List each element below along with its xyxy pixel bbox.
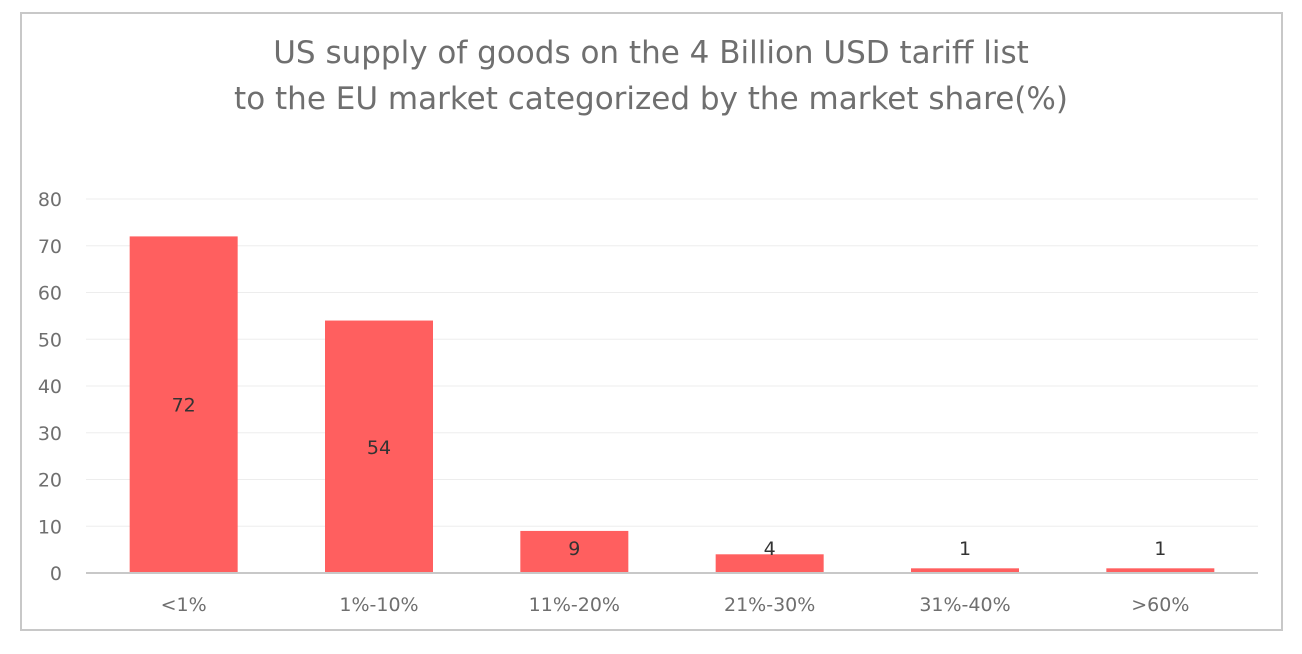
chart-frame — [20, 12, 1283, 631]
y-tick-label: 80 — [38, 189, 62, 211]
y-tick-label: 30 — [38, 423, 62, 445]
bar — [1106, 568, 1215, 573]
data-label: 54 — [367, 437, 391, 459]
x-tick-label: 21%-30% — [724, 594, 815, 616]
data-label: 4 — [764, 538, 776, 560]
y-tick-label: 0 — [50, 563, 62, 585]
bar — [715, 554, 824, 573]
bar — [325, 320, 433, 573]
bar — [129, 236, 238, 573]
x-tick-label: 1%-10% — [339, 594, 418, 616]
data-label: 1 — [959, 538, 971, 560]
bar — [520, 530, 629, 573]
x-tick-label: >60% — [1131, 594, 1189, 616]
chart-title-line-1: US supply of goods on the 4 Billion USD … — [273, 35, 1029, 71]
x-tick-label: <1% — [161, 594, 207, 616]
data-label: 9 — [568, 538, 580, 560]
data-label: 1 — [1154, 538, 1166, 560]
y-tick-label: 20 — [38, 470, 62, 492]
x-tick-label: 31%-40% — [919, 594, 1010, 616]
bar — [911, 568, 1019, 573]
y-tick-label: 10 — [38, 516, 62, 538]
y-tick-label: 40 — [38, 376, 62, 398]
y-tick-label: 60 — [38, 283, 62, 305]
data-label: 72 — [172, 395, 196, 417]
y-tick-label: 70 — [38, 236, 62, 258]
chart-title: US supply of goods on the 4 Billion USD … — [0, 30, 1302, 122]
x-tick-label: 11%-20% — [529, 594, 620, 616]
y-tick-label: 50 — [38, 329, 62, 351]
chart-title-line-2: to the EU market categorized by the mark… — [234, 81, 1068, 117]
